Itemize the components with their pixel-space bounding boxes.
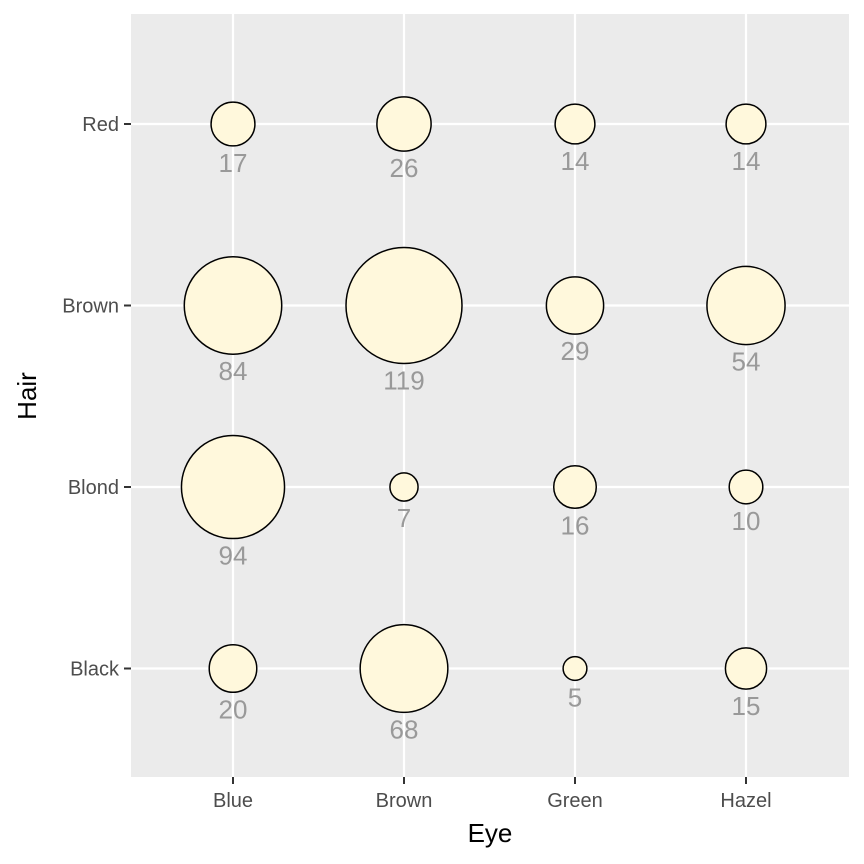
y-tick-label: Brown xyxy=(62,296,119,318)
bubble xyxy=(210,101,256,147)
x-tick-label: Green xyxy=(547,790,603,812)
count-label: 16 xyxy=(561,510,590,540)
bubble xyxy=(724,647,768,690)
bubble xyxy=(545,276,605,335)
x-axis-title: Eye xyxy=(468,818,513,848)
x-tick-label: Hazel xyxy=(720,790,771,812)
bubble xyxy=(389,472,419,502)
count-label: 17 xyxy=(219,148,248,178)
count-label: 94 xyxy=(219,541,248,571)
bubble xyxy=(554,103,596,145)
count-label: 26 xyxy=(390,153,419,183)
plot-panel xyxy=(131,14,849,777)
count-labels: 20 68 5 15 94 7 16 10 84 119 29 54 17 26 14 14 xyxy=(219,146,761,744)
y-axis-title: Hair xyxy=(12,372,42,420)
x-tick-label: Brown xyxy=(376,790,433,812)
bubble xyxy=(345,246,463,365)
count-label: 29 xyxy=(561,336,590,366)
count-label: 14 xyxy=(732,146,761,176)
bubble xyxy=(552,464,598,510)
bubble xyxy=(562,655,588,682)
count-label: 54 xyxy=(732,347,761,377)
count-label: 20 xyxy=(219,694,248,724)
bubbles xyxy=(180,96,786,714)
y-tick-label: Red xyxy=(82,114,119,136)
y-tick-label: Blond xyxy=(68,477,119,499)
axis-ticks: Blue Brown Green Hazel Black Blond Brown Red xyxy=(62,114,771,812)
count-label: 68 xyxy=(390,714,419,744)
bubble xyxy=(180,434,286,540)
count-label: 15 xyxy=(732,691,761,721)
y-tick-label: Black xyxy=(70,659,120,681)
count-label: 119 xyxy=(383,366,424,396)
bubble xyxy=(359,623,449,714)
count-label: 7 xyxy=(397,503,411,533)
bubble xyxy=(376,96,432,152)
count-label: 84 xyxy=(219,356,248,386)
x-tick-label: Blue xyxy=(213,790,253,812)
count-label: 14 xyxy=(561,146,590,176)
bubble xyxy=(706,265,786,346)
bubble xyxy=(728,469,764,505)
bubble xyxy=(725,103,767,145)
bubble xyxy=(208,643,258,694)
count-label: 10 xyxy=(732,506,761,536)
count-label: 5 xyxy=(568,682,582,712)
bubble xyxy=(183,256,283,355)
